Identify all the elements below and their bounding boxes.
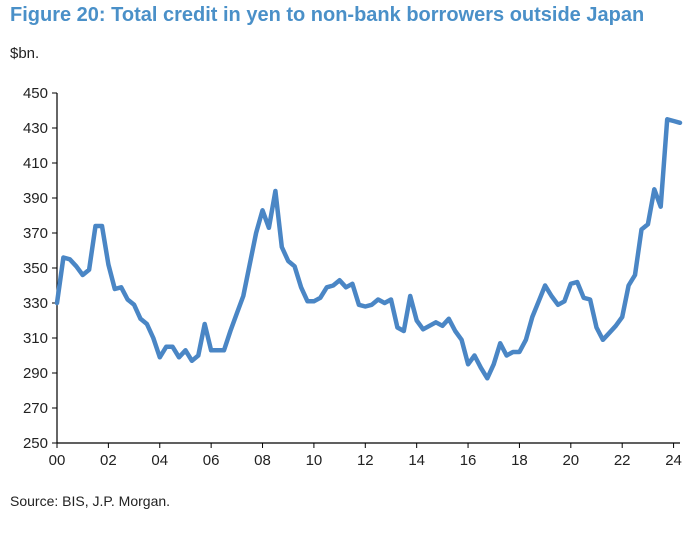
source-note: Source: BIS, J.P. Morgan. (10, 493, 171, 509)
x-tick-label: 10 (306, 452, 323, 469)
y-tick-label: 450 (23, 85, 48, 102)
y-tick-label: 350 (23, 260, 48, 277)
tick-labels: 250 270 290 310 330 350 370 390 410 430 450 00 02 04 0… (23, 85, 682, 469)
series-layer (54, 117, 683, 381)
x-tick-label: 16 (460, 452, 477, 469)
x-tick-label: 22 (614, 452, 631, 469)
x-tick-label: 08 (254, 452, 271, 469)
y-tick-label: 370 (23, 225, 48, 242)
chart-title: Figure 20: Total credit in yen to non-ba… (10, 4, 645, 26)
x-tick-label: 18 (511, 452, 528, 469)
y-tick-label: 330 (23, 295, 48, 312)
y-axis-unit-label: $bn. (10, 45, 40, 62)
y-tick-label: 310 (23, 330, 48, 347)
y-tick-label: 410 (23, 155, 48, 172)
x-tick-label: 12 (357, 452, 374, 469)
x-tick-label: 20 (562, 452, 579, 469)
y-tick-label: 430 (23, 120, 48, 137)
y-tick-label: 250 (23, 435, 48, 452)
x-tick-label: 00 (49, 452, 66, 469)
x-tick-label: 06 (203, 452, 220, 469)
axes (52, 92, 680, 448)
y-tick-label: 290 (23, 365, 48, 382)
x-tick-label: 24 (665, 452, 682, 469)
y-tick-label: 270 (23, 400, 48, 417)
x-tick-label: 04 (151, 452, 168, 469)
y-tick-label: 390 (23, 190, 48, 207)
x-tick-label: 14 (408, 452, 425, 469)
x-tick-label: 02 (100, 452, 117, 469)
series-line (54, 117, 683, 381)
